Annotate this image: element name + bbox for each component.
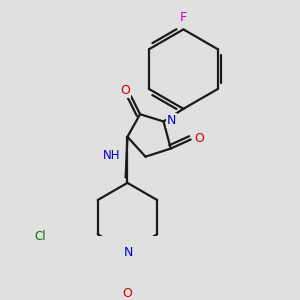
Text: O: O — [122, 286, 132, 299]
Text: O: O — [121, 84, 130, 97]
Text: N: N — [124, 246, 133, 259]
Text: NH: NH — [102, 149, 120, 162]
Text: N: N — [167, 114, 176, 127]
Text: O: O — [194, 132, 204, 145]
Text: Cl: Cl — [34, 230, 46, 243]
Text: F: F — [180, 11, 187, 24]
